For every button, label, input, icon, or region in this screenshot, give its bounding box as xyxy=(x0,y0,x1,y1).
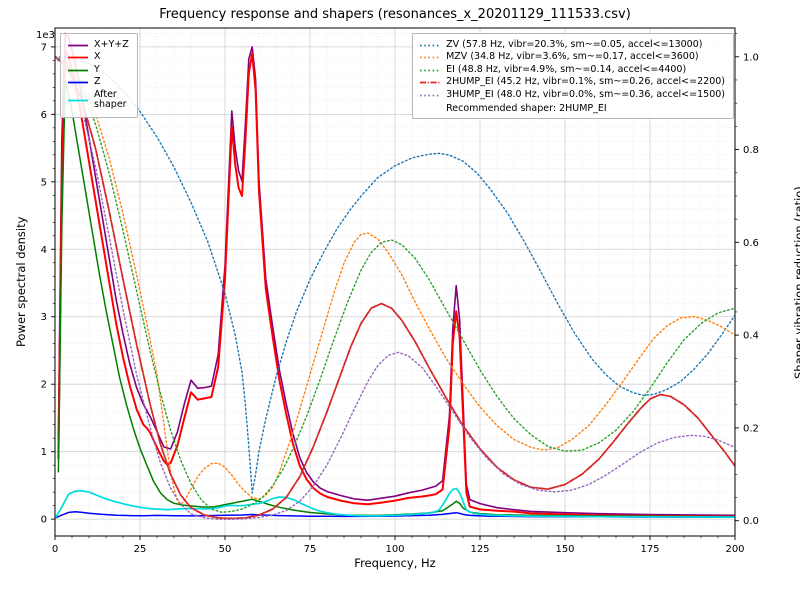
legend-line-sample xyxy=(68,99,88,102)
legend-item-label: Z xyxy=(94,76,101,88)
legend-line-sample xyxy=(68,56,88,59)
x-tick-label: 175 xyxy=(640,544,659,555)
legend-item: Z xyxy=(67,76,129,88)
y-left-tick-label: 4 xyxy=(41,245,47,256)
legend-line-sample xyxy=(420,81,441,84)
series-three-hump-ei xyxy=(55,56,735,520)
legend-line-sample xyxy=(68,44,88,46)
series-ei xyxy=(55,56,735,513)
y-right-tick-label: 0.8 xyxy=(743,145,759,156)
y-left-tick-label: 6 xyxy=(41,110,47,121)
legend-item: Y xyxy=(67,63,129,76)
legend-item: 3HUMP_EI (48.0 Hz, vibr=0.0%, sm~=0.36, … xyxy=(419,88,725,101)
y-right-tick-label: 0.4 xyxy=(743,331,759,342)
y-right-tick-label: 1.0 xyxy=(743,52,759,63)
legend-line-sample xyxy=(68,81,88,84)
legend-item-label: EI (48.8 Hz, vibr=4.9%, sm~=0.14, accel<… xyxy=(446,63,687,75)
y-right-tick-label: 0.2 xyxy=(743,423,759,434)
y-right-tick-label: 0.0 xyxy=(743,516,759,527)
legend-item: EI (48.8 Hz, vibr=4.9%, sm~=0.14, accel<… xyxy=(419,63,725,76)
legend-item-label: 3HUMP_EI (48.0 Hz, vibr=0.0%, sm~=0.36, … xyxy=(446,88,725,100)
x-tick-label: 0 xyxy=(52,544,58,555)
series-z xyxy=(55,510,735,519)
legend-item: 2HUMP_EI (45.2 Hz, vibr=0.1%, sm~=0.26, … xyxy=(419,76,725,88)
series-two-hump-ei xyxy=(55,55,735,520)
series-after-shaper xyxy=(55,487,735,520)
legend-item-label: ZV (57.8 Hz, vibr=20.3%, sm~=0.05, accel… xyxy=(446,38,703,50)
legend-item-label: After shaper xyxy=(94,88,127,111)
y-left-tick-label: 7 xyxy=(41,42,47,53)
y-left-tick-label: 0 xyxy=(41,515,47,526)
legend-line-sample xyxy=(420,94,441,96)
legend-line-sample xyxy=(420,69,441,71)
y-left-offset-label: 1e3 xyxy=(36,30,55,41)
legend-line-sample xyxy=(68,69,88,71)
legend-psd: X+Y+Z X Y Z After shaper xyxy=(60,33,138,118)
x-tick-label: 25 xyxy=(134,544,147,555)
y-right-tick-label: 0.6 xyxy=(743,238,759,249)
legend-item: X xyxy=(67,51,129,63)
y-left-tick-label: 1 xyxy=(41,447,47,458)
legend-line-sample xyxy=(420,44,441,46)
legend-item: ZV (57.8 Hz, vibr=20.3%, sm~=0.05, accel… xyxy=(419,38,725,51)
legend-item-label: X xyxy=(94,51,101,63)
y-left-tick-label: 2 xyxy=(41,380,47,391)
series-zv xyxy=(55,56,735,494)
x-tick-label: 125 xyxy=(470,544,489,555)
series-x xyxy=(57,49,735,518)
legend-item: MZV (34.8 Hz, vibr=3.6%, sm~=0.17, accel… xyxy=(419,51,725,63)
legend-item-label: 2HUMP_EI (45.2 Hz, vibr=0.1%, sm~=0.26, … xyxy=(446,76,725,88)
x-tick-label: 75 xyxy=(304,544,317,555)
legend-shapers: ZV (57.8 Hz, vibr=20.3%, sm~=0.05, accel… xyxy=(412,33,734,119)
x-tick-label: 100 xyxy=(385,544,404,555)
legend-footer-recommended-shaper: Recommended shaper: 2HUMP_EI xyxy=(446,102,607,114)
chart-title: Frequency response and shapers (resonanc… xyxy=(159,7,631,22)
x-axis-label: Frequency, Hz xyxy=(354,556,436,570)
series-mzv xyxy=(55,56,735,506)
tick-marks xyxy=(51,46,739,540)
legend-item-label: X+Y+Z xyxy=(94,38,129,50)
legend-line-sample xyxy=(420,56,441,59)
minor-tick-marks xyxy=(52,33,738,539)
y-left-tick-label: 5 xyxy=(41,177,47,188)
x-tick-label: 50 xyxy=(219,544,232,555)
x-tick-label: 200 xyxy=(725,544,744,555)
legend-item-label: Y xyxy=(94,63,100,75)
legend-item-label: MZV (34.8 Hz, vibr=3.6%, sm~=0.17, accel… xyxy=(446,51,699,63)
legend-item: X+Y+Z xyxy=(67,38,129,51)
x-tick-label: 150 xyxy=(555,544,574,555)
y-left-tick-label: 3 xyxy=(41,312,47,323)
legend-item: After shaper xyxy=(67,88,129,112)
